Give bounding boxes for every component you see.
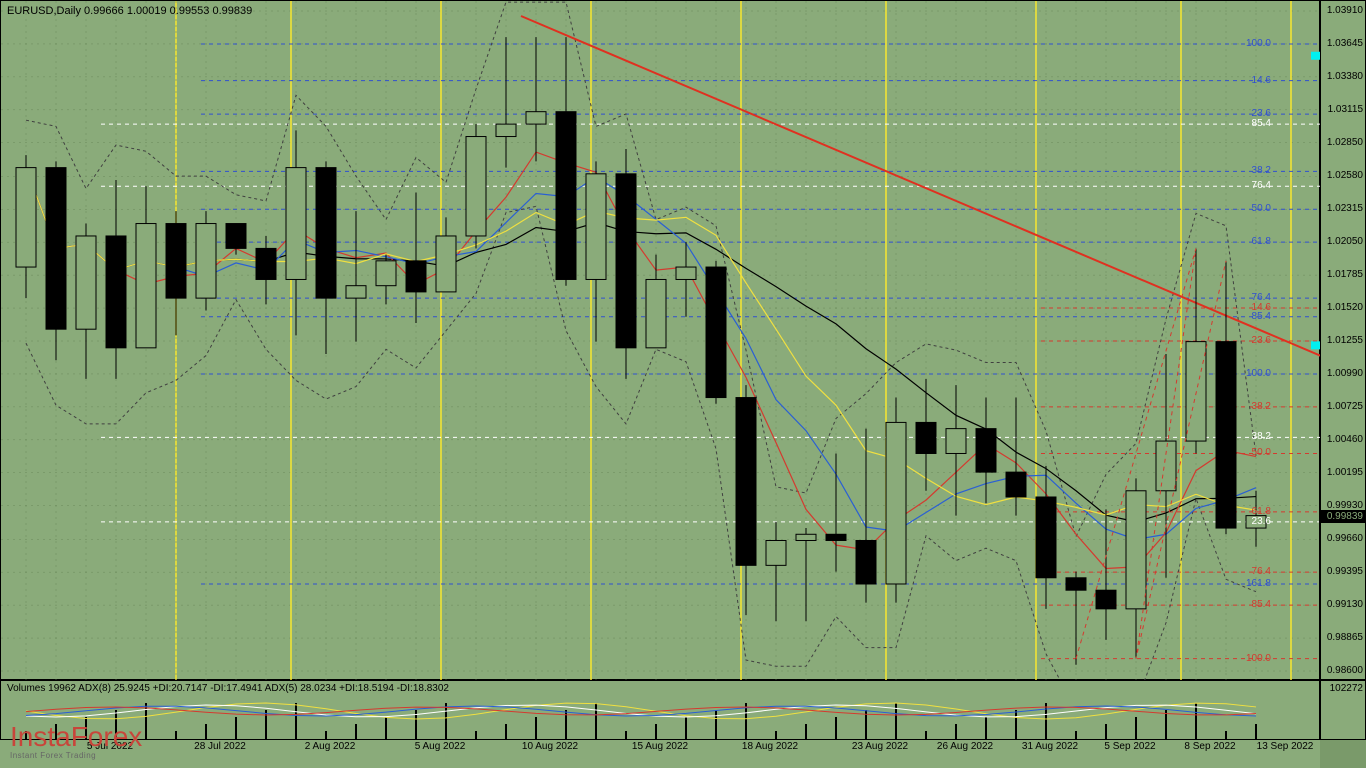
chart-container: EURUSD,Daily 0.99666 1.00019 0.99553 0.9… — [0, 0, 1366, 768]
price-axis: 1.03910 1.03645 1.03380 1.03115 1.02850 1.025… — [1320, 0, 1366, 680]
price-tick: 0.98865 — [1327, 632, 1363, 643]
fib-label: 38.2 — [1252, 401, 1271, 412]
price-tick: 1.00990 — [1327, 368, 1363, 379]
date-tick: 31 Aug 2022 — [1022, 741, 1078, 752]
date-tick: 26 Aug 2022 — [937, 741, 993, 752]
fib-label: 85.4 — [1252, 118, 1271, 129]
price-tick: 1.02580 — [1327, 170, 1363, 181]
fib-label: 61.8 — [1252, 506, 1271, 517]
price-tick: 1.02850 — [1327, 137, 1363, 148]
indicator-text: Volumes 19962 ADX(8) 25.9245 +DI:20.7147… — [7, 683, 449, 694]
date-axis: 5 Jul 202228 Jul 20222 Aug 20225 Aug 202… — [0, 740, 1320, 768]
fib-label: 100.0 — [1246, 38, 1271, 49]
date-tick: 10 Aug 2022 — [522, 741, 578, 752]
price-tick: 1.02050 — [1327, 236, 1363, 247]
price-tick: 1.03645 — [1327, 38, 1363, 49]
price-tick: 1.02315 — [1327, 203, 1363, 214]
fib-label: 14.6 — [1252, 302, 1271, 313]
fib-label: 76.4 — [1252, 566, 1271, 577]
fib-label: 50.0 — [1252, 447, 1271, 458]
date-tick: 2 Aug 2022 — [305, 741, 356, 752]
price-tick: 1.00460 — [1327, 434, 1363, 445]
price-tick: 1.01255 — [1327, 335, 1363, 346]
date-tick: 18 Aug 2022 — [742, 741, 798, 752]
fib-label: 100.0 — [1246, 368, 1271, 379]
date-tick: 8 Sep 2022 — [1184, 741, 1235, 752]
chart-svg — [1, 1, 1321, 681]
date-tick: 5 Aug 2022 — [415, 741, 466, 752]
main-chart[interactable]: EURUSD,Daily 0.99666 1.00019 0.99553 0.9… — [0, 0, 1320, 680]
price-tick: 1.00195 — [1327, 467, 1363, 478]
price-tick: 1.03115 — [1328, 104, 1363, 115]
price-tick: 1.00725 — [1327, 401, 1363, 412]
fib-label: 38.2 — [1252, 165, 1271, 176]
price-tick: 1.01785 — [1327, 269, 1363, 280]
fib-label: 85.4 — [1252, 599, 1271, 610]
fib-label: 14.6 — [1252, 75, 1271, 86]
fib-label: 76.4 — [1252, 180, 1271, 191]
date-tick: 15 Aug 2022 — [632, 741, 688, 752]
fib-label: 23.6 — [1252, 335, 1271, 346]
date-tick: 5 Sep 2022 — [1104, 741, 1155, 752]
price-tick: 1.01520 — [1327, 302, 1363, 313]
fib-label: 161.8 — [1246, 578, 1271, 589]
price-tick: 0.99130 — [1327, 599, 1363, 610]
fib-label: 38.2 — [1252, 431, 1271, 442]
fib-label: 23.6 — [1252, 516, 1271, 527]
logo: InstaForex Instant Forex Trading — [10, 721, 142, 760]
date-tick: 28 Jul 2022 — [194, 741, 246, 752]
fib-label: 50.0 — [1252, 203, 1271, 214]
price-tick: 0.99660 — [1327, 533, 1363, 544]
indicator-axis: 102272 — [1320, 680, 1366, 740]
logo-main: InstaForex — [10, 721, 142, 753]
current-price-marker: 0.99839 — [1319, 510, 1365, 523]
date-tick: 23 Aug 2022 — [852, 741, 908, 752]
price-tick: 1.03380 — [1327, 71, 1363, 82]
indicator-panel[interactable]: Volumes 19962 ADX(8) 25.9245 +DI:20.7147… — [0, 680, 1320, 740]
fib-label: 100.0 — [1246, 653, 1271, 664]
fib-label: 61.8 — [1252, 236, 1271, 247]
date-tick: 13 Sep 2022 — [1257, 741, 1314, 752]
price-tick: 0.98600 — [1327, 665, 1363, 676]
chart-title: EURUSD,Daily 0.99666 1.00019 0.99553 0.9… — [7, 5, 252, 17]
price-tick: 1.03910 — [1327, 5, 1363, 16]
price-tick: 0.99395 — [1327, 566, 1363, 577]
indicator-right-value: 102272 — [1330, 683, 1363, 694]
